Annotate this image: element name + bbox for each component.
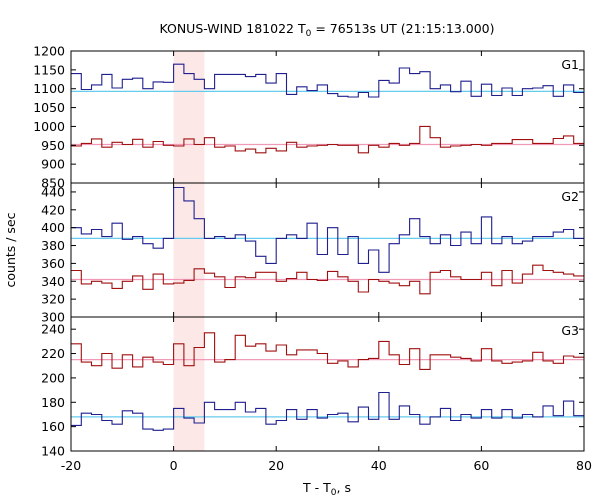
plot-area: 850 900 950 1000 1050 1100 1150 1200 G1 300 320 340… <box>33 44 592 474</box>
y-tick-label: 180 <box>41 395 65 410</box>
panel-label: G1 <box>561 57 579 72</box>
panel-frame <box>70 316 585 452</box>
y-tick-label: 300 <box>41 310 65 325</box>
y-tick-label: 220 <box>41 346 65 361</box>
highlight-interval <box>173 183 205 317</box>
panel-g2: 300 320 340 360 380 400 420 440 G2 <box>41 182 585 325</box>
y-axis-label: counts / sec <box>3 212 18 287</box>
highlight-interval <box>173 317 205 451</box>
y-tick-label: 320 <box>41 292 65 307</box>
x-tick-label: 0 <box>170 458 178 473</box>
y-tick-label: 380 <box>41 238 65 253</box>
y-tick-label: 400 <box>41 220 65 235</box>
x-tick-label: 80 <box>576 458 592 473</box>
series-g3-red-histogram <box>71 332 584 370</box>
series-g3-blue-histogram <box>71 391 584 431</box>
x-tick-label: -20 <box>61 458 81 473</box>
series-g1-blue-histogram <box>71 63 584 98</box>
chart-title: KONUS-WIND 181022 T0 = 76513s UT (21:15:… <box>159 21 494 39</box>
y-tick-label: 240 <box>41 322 65 337</box>
y-tick-label: 1200 <box>33 44 65 59</box>
panel-g1: 850 900 950 1000 1050 1100 1150 1200 G1 <box>33 44 585 191</box>
panel-label: G2 <box>561 189 579 204</box>
y-tick-label: 950 <box>41 138 65 153</box>
series-g1-red-histogram <box>71 125 584 154</box>
y-tick-label: 360 <box>41 256 65 271</box>
y-tick-label: 900 <box>41 157 65 172</box>
y-tick-label: 1000 <box>33 119 65 134</box>
y-tick-label: 1150 <box>33 62 65 77</box>
y-tick-label: 200 <box>41 370 65 385</box>
x-tick-label: 20 <box>268 458 284 473</box>
x-axis-label: T - T0, s <box>302 480 351 498</box>
y-tick-label: 440 <box>41 184 65 199</box>
x-tick-label: 60 <box>473 458 489 473</box>
highlight-interval <box>173 51 205 183</box>
series-g2-blue-histogram <box>71 186 584 273</box>
y-tick-label: 1100 <box>33 81 65 96</box>
x-tick-label: 40 <box>371 458 387 473</box>
panel-label: G3 <box>561 323 579 338</box>
y-tick-label: 140 <box>41 444 65 459</box>
y-tick-label: 850 <box>41 176 65 191</box>
y-tick-label: 1050 <box>33 100 65 115</box>
series-g2-red-histogram <box>71 264 584 295</box>
y-tick-label: 420 <box>41 202 65 217</box>
panel-g3: 140 160 180 200 220 240 G3 <box>41 316 585 459</box>
y-tick-label: 340 <box>41 274 65 289</box>
y-tick-label: 160 <box>41 419 65 434</box>
